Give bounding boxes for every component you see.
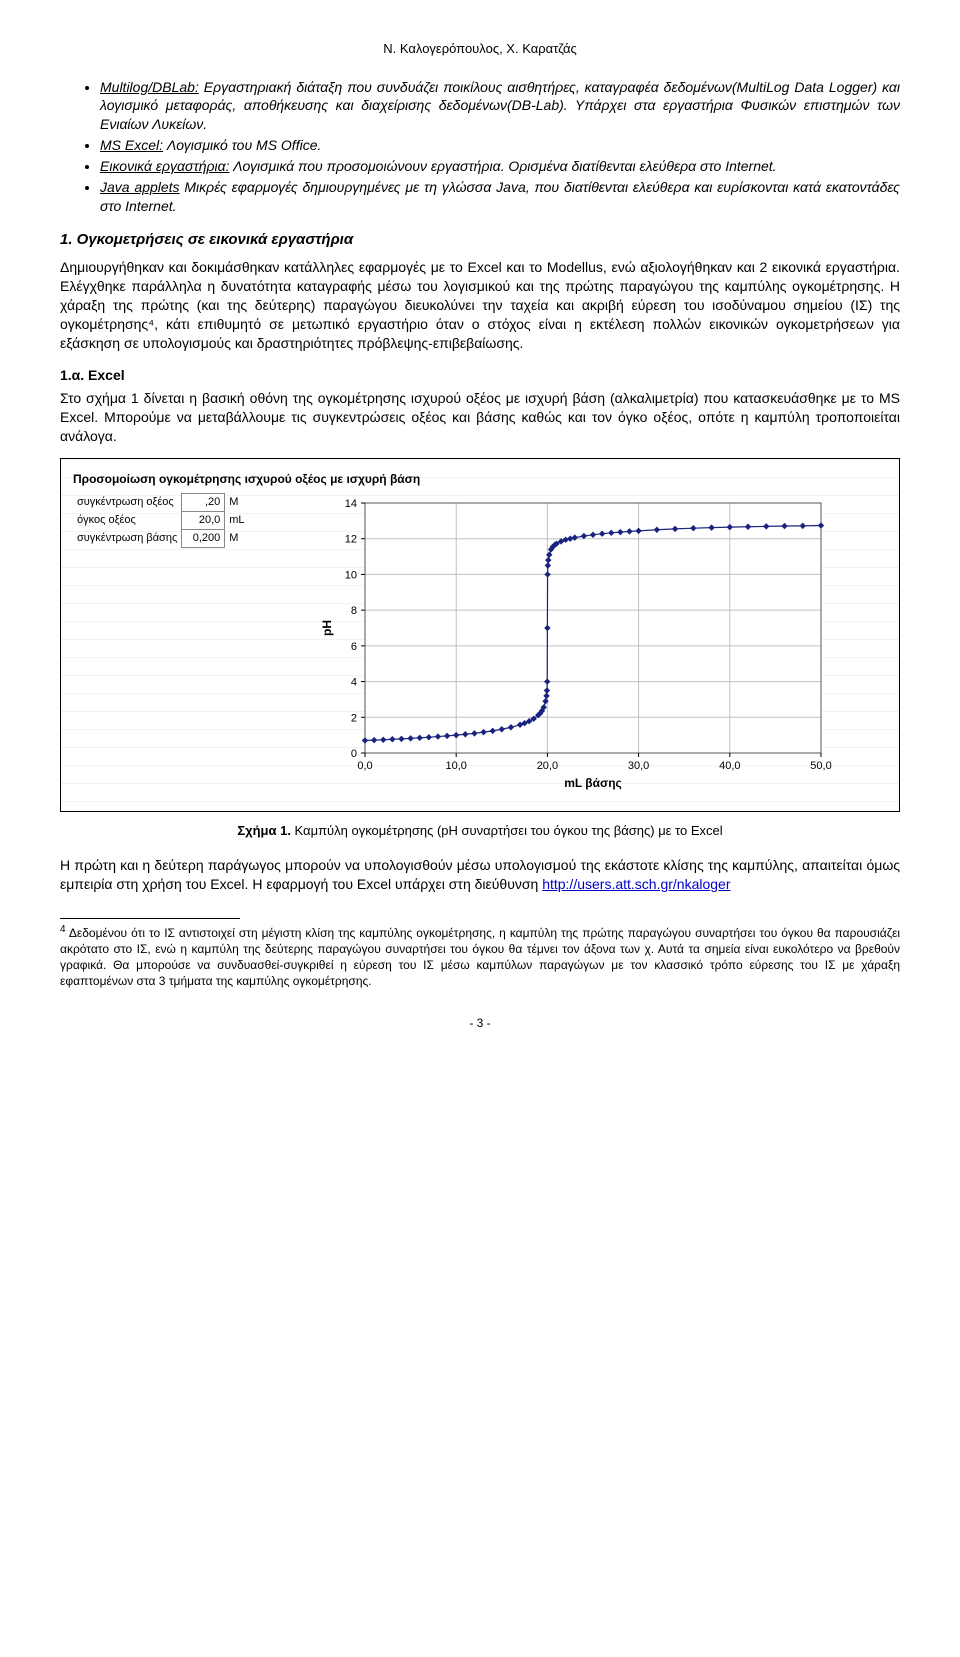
bullet-item: MS Excel: Λογισμικό του MS Office. bbox=[100, 136, 900, 155]
svg-text:pH: pH bbox=[320, 620, 334, 636]
svg-text:2: 2 bbox=[351, 713, 357, 725]
after-chart-paragraph: Η πρώτη και η δεύτερη παράγωγος μπορούν … bbox=[60, 856, 900, 894]
subsection-1a-title: 1.α. Excel bbox=[60, 366, 900, 385]
svg-text:10,0: 10,0 bbox=[445, 760, 466, 772]
bullet-list: Multilog/DBLab: Εργαστηριακή διάταξη που… bbox=[60, 78, 900, 216]
svg-text:8: 8 bbox=[351, 605, 357, 617]
subsection-1a-paragraph: Στο σχήμα 1 δίνεται η βασική οθόνη της ο… bbox=[60, 389, 900, 446]
footnote-separator bbox=[60, 918, 240, 919]
chart-frame-title: Προσομοίωση ογκομέτρησης ισχυρού οξέος μ… bbox=[73, 469, 887, 493]
svg-text:4: 4 bbox=[351, 677, 357, 689]
params-table: συγκέντρωση οξέος,20Mόγκος οξέος20,0mLσυ… bbox=[73, 493, 249, 548]
bullet-lead: Εικονικά εργαστήρια: bbox=[100, 158, 230, 174]
chart-params: συγκέντρωση οξέος,20Mόγκος οξέος20,0mLσυ… bbox=[73, 493, 249, 548]
chart-frame: Προσομοίωση ογκομέτρησης ισχυρού οξέος μ… bbox=[60, 458, 900, 812]
page-header-authors: Ν. Καλογερόπουλος, Χ. Καρατζάς bbox=[60, 40, 900, 58]
bullet-text: Λογισμικό του MS Office. bbox=[163, 137, 321, 153]
param-row: συγκέντρωση οξέος,20M bbox=[73, 494, 249, 512]
svg-text:30,0: 30,0 bbox=[628, 760, 649, 772]
bullet-item: Multilog/DBLab: Εργαστηριακή διάταξη που… bbox=[100, 78, 900, 135]
param-value: ,20 bbox=[182, 494, 225, 512]
svg-text:0,0: 0,0 bbox=[357, 760, 372, 772]
bullet-text: Μικρές εφαρμογές δημιουργημένες με τη γλ… bbox=[100, 179, 900, 214]
after-chart-text: Η πρώτη και η δεύτερη παράγωγος μπορούν … bbox=[60, 857, 900, 892]
figure-1-caption: Σχήμα 1. Καμπύλη ογκομέτρησης (pH συναρτ… bbox=[60, 822, 900, 840]
svg-text:14: 14 bbox=[345, 498, 357, 510]
param-unit: mL bbox=[225, 512, 249, 530]
param-value: 0,200 bbox=[182, 529, 225, 547]
svg-text:50,0: 50,0 bbox=[810, 760, 831, 772]
chart-svg: 0 2 4 6 8 10 12 14 0,0 10,0 20,0 30,0 40,0 50,0 mL βάσ… bbox=[315, 493, 835, 793]
bullet-lead: Java applets bbox=[100, 179, 180, 195]
svg-text:0: 0 bbox=[351, 748, 357, 760]
param-unit: M bbox=[225, 529, 249, 547]
bullet-text: Εργαστηριακή διάταξη που συνδυάζει ποικί… bbox=[100, 79, 900, 133]
titration-chart: 0 2 4 6 8 10 12 14 0,0 10,0 20,0 30,0 40,0 50,0 mL βάσ… bbox=[263, 493, 887, 793]
excel-app-link[interactable]: http://users.att.sch.gr/nkaloger bbox=[542, 876, 730, 892]
param-label: όγκος οξέος bbox=[73, 512, 182, 530]
page-number: - 3 - bbox=[60, 1015, 900, 1031]
footnote-text: Δεδομένου ότι το ΙΣ αντιστοιχεί στη μέγι… bbox=[60, 926, 900, 989]
param-value: 20,0 bbox=[182, 512, 225, 530]
param-row: συγκέντρωση βάσης0,200M bbox=[73, 529, 249, 547]
svg-text:6: 6 bbox=[351, 641, 357, 653]
param-row: όγκος οξέος20,0mL bbox=[73, 512, 249, 530]
caption-text: Καμπύλη ογκομέτρησης (pH συναρτήσει του … bbox=[291, 823, 723, 838]
svg-text:mL βάσης: mL βάσης bbox=[564, 776, 622, 790]
bullet-lead: Multilog/DBLab: bbox=[100, 79, 199, 95]
svg-text:10: 10 bbox=[345, 570, 357, 582]
svg-text:20,0: 20,0 bbox=[536, 760, 557, 772]
param-unit: M bbox=[225, 494, 249, 512]
footnote-4: 4 Δεδομένου ότι το ΙΣ αντιστοιχεί στη μέ… bbox=[60, 923, 900, 990]
bullet-text: Λογισμικά που προσομοιώνουν εργαστήρια. … bbox=[230, 158, 777, 174]
section-1-paragraph: Δημιουργήθηκαν και δοκιμάσθηκαν κατάλληλ… bbox=[60, 258, 900, 352]
svg-text:12: 12 bbox=[345, 534, 357, 546]
caption-bold: Σχήμα 1. bbox=[237, 823, 291, 838]
param-label: συγκέντρωση οξέος bbox=[73, 494, 182, 512]
bullet-item: Εικονικά εργαστήρια: Λογισμικά που προσο… bbox=[100, 157, 900, 176]
param-label: συγκέντρωση βάσης bbox=[73, 529, 182, 547]
bullet-item: Java applets Μικρές εφαρμογές δημιουργημ… bbox=[100, 178, 900, 216]
bullet-lead: MS Excel: bbox=[100, 137, 163, 153]
section-1-title: 1. Ογκομετρήσεις σε εικονικά εργαστήρια bbox=[60, 230, 900, 250]
svg-text:40,0: 40,0 bbox=[719, 760, 740, 772]
